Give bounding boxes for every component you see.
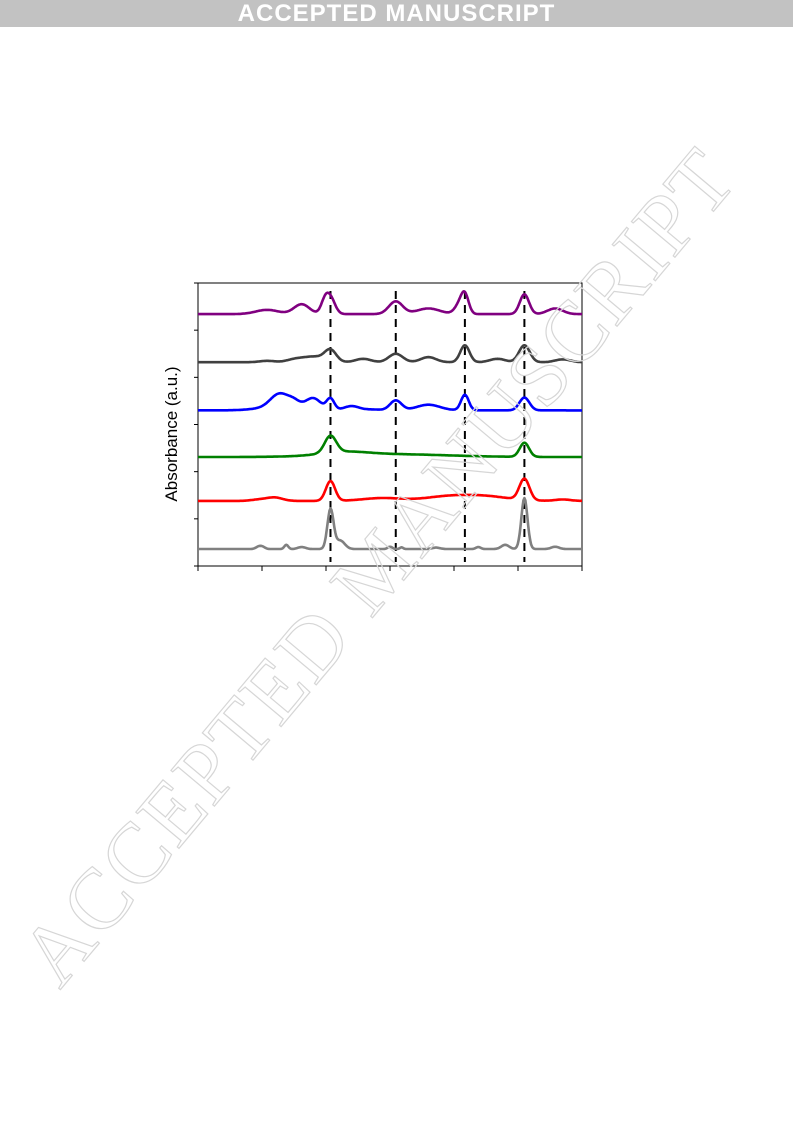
banner-text: ACCEPTED MANUSCRIPT bbox=[237, 0, 556, 27]
series-line bbox=[197, 434, 583, 459]
series-line bbox=[197, 496, 583, 551]
chart-series bbox=[197, 290, 583, 551]
series-line bbox=[197, 290, 583, 316]
series-line bbox=[197, 391, 583, 412]
y-axis-label: Absorbance (a.u.) bbox=[162, 366, 181, 501]
manuscript-banner: ACCEPTED MANUSCRIPT bbox=[0, 0, 793, 27]
series-line bbox=[197, 344, 583, 364]
chart-axes bbox=[194, 282, 583, 571]
series-line bbox=[197, 477, 583, 503]
reference-lines bbox=[329, 291, 526, 562]
